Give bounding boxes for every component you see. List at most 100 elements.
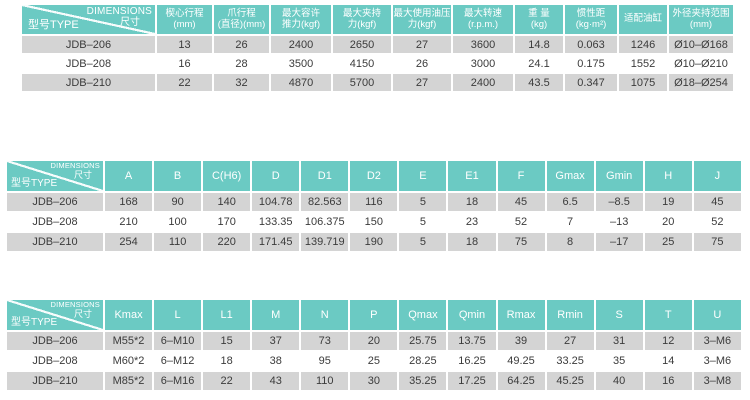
column-header-line: L [174,308,181,321]
diagonal-divider [22,5,155,34]
value-cell: 220 [203,233,251,251]
value-cell: 110 [301,372,349,390]
column-header-line: 最大使用油压 [393,7,451,19]
column-header-line: J [714,169,721,182]
value-cell: 52 [497,213,545,231]
value-cell: 28 [214,55,269,72]
value-cell: 116 [350,193,398,211]
value-cell: 19 [644,193,692,211]
value-cell: 27 [393,74,451,91]
diagonal-divider [7,300,103,330]
corner-header-cell: DIMENSIONS 尺寸 型号TYPE [7,300,103,330]
column-header: E [399,161,447,191]
value-cell: Ø10–Ø168 [669,36,733,53]
value-cell: 7 [546,213,594,231]
column-header: D2 [350,161,398,191]
column-header: D1 [301,161,349,191]
value-cell: 82.563 [301,193,349,211]
column-header-line: 推力(kgf) [281,18,320,30]
value-cell: 4870 [271,74,331,91]
value-cell: 37 [252,332,300,350]
corner-dimensions-label: DIMENSIONS 尺寸 [87,6,152,28]
value-cell: 13.75 [448,332,496,350]
value-cell: 3600 [453,36,513,53]
value-cell: M85*2 [105,372,153,390]
value-cell: 0.347 [565,74,617,91]
value-cell: 25.75 [399,332,447,350]
dimensions-label-cn: 尺寸 [120,17,140,29]
value-cell: 3000 [453,55,513,72]
value-cell: 5700 [333,74,391,91]
column-header: Rmax [497,300,545,330]
column-header-line: D [271,169,280,182]
column-header-line: S [615,308,623,321]
value-cell: 43.5 [515,74,563,91]
value-cell: 40 [595,372,643,390]
value-cell: 3–M8 [693,372,741,390]
column-header: F [497,161,545,191]
spec-table-dimensions-k-u: DIMENSIONS 尺寸 型号TYPE Kmax L L1 M N P Qmax Qmin R… [5,298,743,392]
table-row: JDB–208 M60*2 6–M12 18 38 95 25 28.25 16.25 49.25… [7,352,741,370]
value-cell: 100 [154,213,202,231]
column-header-line: L1 [220,308,233,321]
value-cell: 3–M6 [693,352,741,370]
model-cell: JDB–208 [22,55,155,72]
column-header: C(H6) [203,161,251,191]
column-header-line: 力(kgf) [347,18,377,30]
column-header-line: Qmax [408,308,438,321]
value-cell: 150 [350,213,398,231]
column-header-line: P [370,308,378,321]
header-row: DIMENSIONS 尺寸 型号TYPE 楔心行程 (mm) 爪行程 (直径)(mm)… [22,5,733,34]
column-header-line: A [124,169,133,182]
value-cell: 3–M6 [693,332,741,350]
column-header: S [595,300,643,330]
value-cell: 22 [203,372,251,390]
column-header: 外径夹持范围 (mm) [669,5,733,34]
value-cell: Ø18–Ø254 [669,74,733,91]
column-header-line: 外径夹持范围 [672,7,730,19]
column-header-line: E1 [465,169,479,182]
column-header-line: U [713,308,722,321]
column-header: P [350,300,398,330]
header-row: DIMENSIONS 尺寸 型号TYPE Kmax L L1 M N P Qmax Qmin R… [7,300,741,330]
value-cell: 110 [154,233,202,251]
model-cell: JDB–206 [7,332,103,350]
model-cell: JDB–210 [7,233,103,251]
column-header-line: D2 [366,169,381,182]
value-cell: 39 [497,332,545,350]
corner-dimensions-label: DIMENSIONS 尺寸 [50,300,100,319]
column-header-line: Rmin [557,308,583,321]
column-header: A [105,161,153,191]
value-cell: M55*2 [105,332,153,350]
value-cell: 15 [203,332,251,350]
column-header: 楔心行程 (mm) [157,5,212,34]
value-cell: 43 [252,372,300,390]
value-cell: 33.25 [546,352,594,370]
column-header-line: (kg·m²) [575,18,607,30]
value-cell: 75 [497,233,545,251]
value-cell: 52 [693,213,741,231]
column-header: 爪行程 (直径)(mm) [214,5,269,34]
value-cell: 8 [546,233,594,251]
spec-table-dimensions-a-j: DIMENSIONS 尺寸 型号TYPE A B C(H6) D D1 D2 E E1 F Gma… [5,159,743,253]
value-cell: 16.25 [448,352,496,370]
column-header-line: H [664,169,673,182]
dimensions-label-cn: 尺寸 [73,170,92,181]
column-header-line: M [271,308,281,321]
value-cell: 6–M12 [154,352,202,370]
value-cell: 13 [157,36,212,53]
corner-type-label: 型号TYPE [11,316,58,328]
column-header-line: T [664,308,672,321]
column-header-line: 爪行程 [227,7,256,19]
column-header: Gmin [595,161,643,191]
value-cell: 23 [448,213,496,231]
corner-header-cell: DIMENSIONS 尺寸 型号TYPE [7,161,103,191]
value-cell: –17 [595,233,643,251]
header-row: DIMENSIONS 尺寸 型号TYPE A B C(H6) D D1 D2 E E1 F Gma… [7,161,741,191]
column-header-line: Qmin [458,308,486,321]
value-cell: 4150 [333,55,391,72]
column-header-line: Gmin [606,169,633,182]
column-header-line: B [173,169,182,182]
column-header-line: 最大夹持 [342,7,381,19]
column-header: E1 [448,161,496,191]
